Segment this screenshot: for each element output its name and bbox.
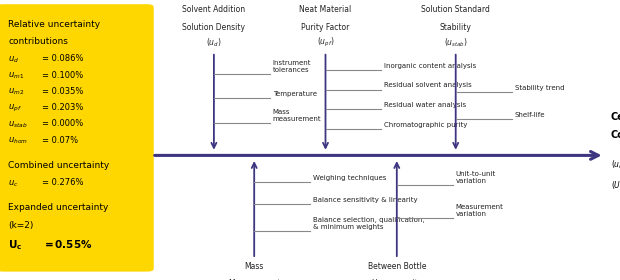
Text: = 0.276%: = 0.276% — [42, 178, 84, 187]
Text: Neat Material: Neat Material — [299, 5, 352, 14]
Text: Solution Density: Solution Density — [182, 23, 246, 32]
Text: = 0.203%: = 0.203% — [42, 103, 84, 112]
Text: $u_{stab}$: $u_{stab}$ — [8, 119, 28, 130]
Text: = 0.07%: = 0.07% — [42, 136, 78, 144]
Text: Measurement
variation: Measurement variation — [456, 204, 503, 217]
Text: Unit-to-unit
variation: Unit-to-unit variation — [456, 171, 496, 184]
Text: $u_{m1}$: $u_{m1}$ — [8, 71, 24, 81]
Text: Residual solvent analysis: Residual solvent analysis — [384, 83, 472, 88]
Text: Solvent Addition: Solvent Addition — [182, 5, 246, 14]
Text: Measurement: Measurement — [228, 279, 280, 280]
Text: Certified: Certified — [611, 112, 620, 122]
Text: Expanded uncertainty: Expanded uncertainty — [8, 203, 108, 212]
Text: ($u_d$): ($u_d$) — [206, 36, 222, 49]
Text: $\mathbf{U_c}$: $\mathbf{U_c}$ — [8, 238, 22, 252]
Text: Homogeneity: Homogeneity — [371, 279, 422, 280]
Text: = 0.100%: = 0.100% — [42, 71, 84, 80]
Text: Stability trend: Stability trend — [515, 85, 564, 91]
Text: Instrument
tolerances: Instrument tolerances — [273, 60, 311, 73]
Text: (k=2): (k=2) — [8, 221, 33, 230]
Text: Inorganic content analysis: Inorganic content analysis — [384, 63, 477, 69]
Text: $u_c$: $u_c$ — [8, 178, 19, 189]
Text: Concentration: Concentration — [611, 130, 620, 140]
Text: = 0.000%: = 0.000% — [42, 119, 84, 128]
Text: = 0.035%: = 0.035% — [42, 87, 84, 96]
Text: Combined uncertainty: Combined uncertainty — [8, 161, 109, 170]
Text: Balance sensitivity & linearity: Balance sensitivity & linearity — [313, 197, 418, 203]
Text: ($u_{pf}$): ($u_{pf}$) — [317, 36, 334, 49]
Text: contributions: contributions — [8, 37, 68, 46]
Text: $\mathbf{= 0.55\%}$: $\mathbf{= 0.55\%}$ — [42, 238, 92, 250]
Text: = 0.086%: = 0.086% — [42, 54, 84, 63]
Text: $u_d$: $u_d$ — [8, 54, 19, 65]
Text: Mass
measurement: Mass measurement — [273, 109, 321, 122]
Text: $u_{hom}$: $u_{hom}$ — [8, 136, 28, 146]
Text: $u_{m2}$: $u_{m2}$ — [8, 87, 24, 97]
Text: Solution Standard: Solution Standard — [421, 5, 490, 14]
Text: Residual water analysis: Residual water analysis — [384, 102, 466, 108]
Text: Shelf-life: Shelf-life — [515, 112, 545, 118]
Text: Temperature: Temperature — [273, 91, 317, 97]
FancyBboxPatch shape — [0, 4, 154, 272]
Text: Relative uncertainty: Relative uncertainty — [8, 20, 100, 29]
Text: ($\mathit{U_c}$; k=2): ($\mathit{U_c}$; k=2) — [611, 179, 620, 192]
Text: Chromatographic purity: Chromatographic purity — [384, 122, 467, 128]
Text: Mass: Mass — [244, 262, 264, 271]
Text: ($u_{stab}$): ($u_{stab}$) — [444, 36, 467, 49]
Text: ($u_c$): ($u_c$) — [611, 158, 620, 171]
Text: $u_{pf}$: $u_{pf}$ — [8, 103, 22, 114]
Text: Between Bottle: Between Bottle — [368, 262, 426, 271]
Text: Balance selection, qualification,
& minimum weights: Balance selection, qualification, & mini… — [313, 217, 425, 230]
Text: Weighing techniques: Weighing techniques — [313, 175, 386, 181]
Text: Stability: Stability — [440, 23, 472, 32]
Text: Purity Factor: Purity Factor — [301, 23, 350, 32]
